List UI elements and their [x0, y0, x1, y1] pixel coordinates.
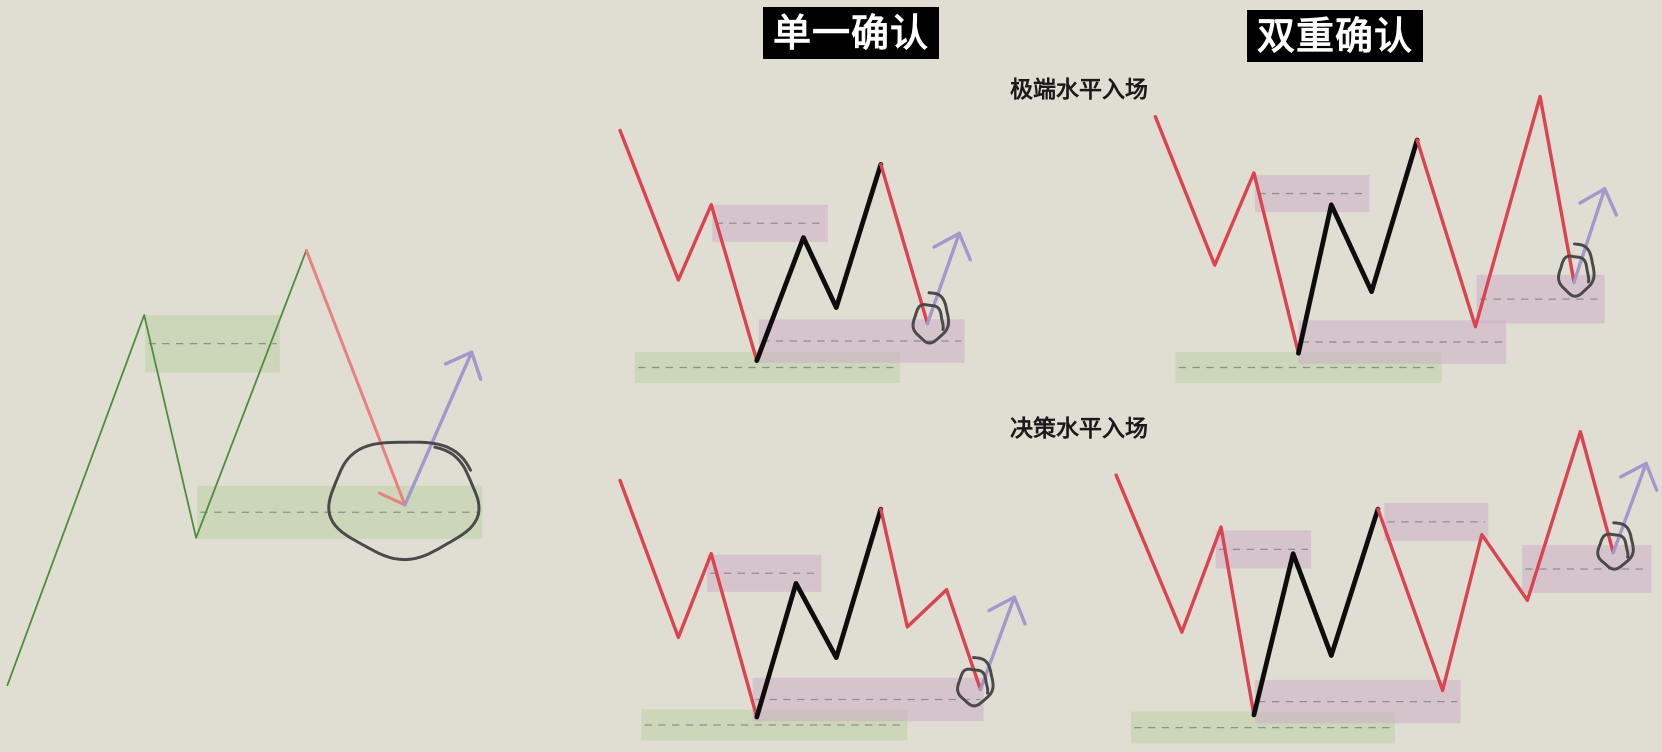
extreme-level-entry-label: 极端水平入场 [1010, 77, 1148, 103]
entry-arrow-shaft [1572, 187, 1607, 284]
entry-arrow-head [932, 231, 972, 262]
black-structure-line [1251, 506, 1381, 718]
entry-arrow-shaft [978, 595, 1017, 692]
red-price-line [879, 507, 983, 692]
decision-level-entry-label: 决策水平入场 [1010, 416, 1148, 442]
entry-circle-marker [1557, 242, 1596, 298]
black-structure-line [754, 162, 884, 364]
double-confirmation-decision-entry-diagram [1114, 429, 1659, 744]
entry-arrow-head [443, 350, 483, 381]
black-structure-line [754, 506, 884, 720]
red-price-line [879, 162, 930, 326]
red-price-line [1153, 114, 1301, 355]
entry-arrow-shaft [403, 350, 474, 507]
pullback-price-line [304, 248, 407, 507]
red-price-line [618, 128, 759, 363]
red-price-line [1376, 429, 1615, 693]
double-confirmation-title: 双重确认 [1247, 10, 1423, 62]
entry-circle-marker [1596, 521, 1635, 571]
rising-price-line [6, 249, 308, 687]
entry-arrow-head [1578, 187, 1619, 217]
red-price-line [1114, 473, 1256, 717]
double-confirmation-extreme-entry-diagram [1153, 94, 1619, 383]
single-confirmation-extreme-entry-diagram [618, 128, 972, 383]
single-confirmation-title: 单一确认 [763, 7, 939, 59]
pullback-hook-line [377, 491, 407, 507]
entry-arrow-shaft [925, 231, 961, 326]
entry-circle-marker [911, 291, 951, 345]
entry-arrow-head [987, 595, 1027, 626]
entry-arrow-head [1619, 461, 1659, 492]
black-structure-line [1296, 137, 1420, 356]
entry-circle-marker [956, 656, 995, 708]
red-price-line [618, 478, 759, 719]
red-price-line [1415, 94, 1576, 329]
single-confirmation-decision-entry-diagram [618, 478, 1027, 741]
entry-arrow-shaft [1611, 461, 1648, 555]
entry-circle-marker [327, 440, 481, 562]
basic-pattern-diagram [6, 248, 483, 687]
